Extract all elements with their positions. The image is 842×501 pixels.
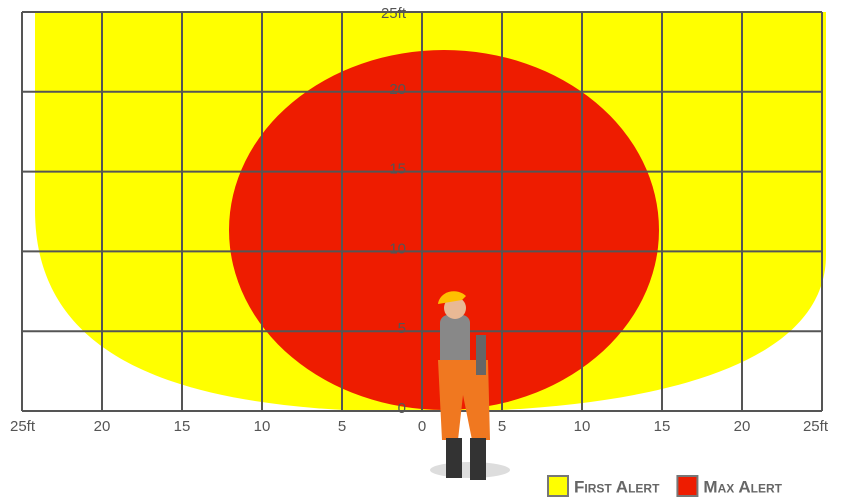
x-axis-label: 10 <box>574 418 591 435</box>
legend-swatch <box>547 475 569 497</box>
x-axis-label: 5 <box>338 418 346 435</box>
x-axis-label: 20 <box>734 418 751 435</box>
legend: First Alert Max Alert <box>547 475 783 497</box>
legend-swatch <box>676 475 699 497</box>
x-axis-label: 15 <box>654 418 671 435</box>
x-axis-label: 10 <box>254 418 271 435</box>
y-axis-label: 5 <box>398 320 406 337</box>
x-axis-label: 25ft <box>10 418 36 435</box>
max-alert-zone <box>229 50 659 410</box>
x-axis-label: 25ft <box>803 418 829 435</box>
y-axis-label: 0 <box>398 400 406 417</box>
x-axis-label: 0 <box>418 418 426 435</box>
legend-label: First Alert <box>574 477 660 496</box>
x-axis-label: 20 <box>94 418 111 435</box>
worker-illustration <box>430 291 510 480</box>
x-axis-label: 15 <box>174 418 191 435</box>
axis-labels: 25ft 20 15 10 5 0 5 10 15 20 25ft 0 5 10 15 20 25ft <box>10 5 829 435</box>
legend-label: Max Alert <box>703 477 782 496</box>
y-axis-label: 20 <box>389 81 406 98</box>
x-axis-label: 5 <box>498 418 506 435</box>
y-axis-label: 10 <box>389 240 406 257</box>
y-axis-label: 15 <box>389 161 406 178</box>
grid <box>21 11 823 412</box>
y-axis-label: 25ft <box>381 5 407 22</box>
